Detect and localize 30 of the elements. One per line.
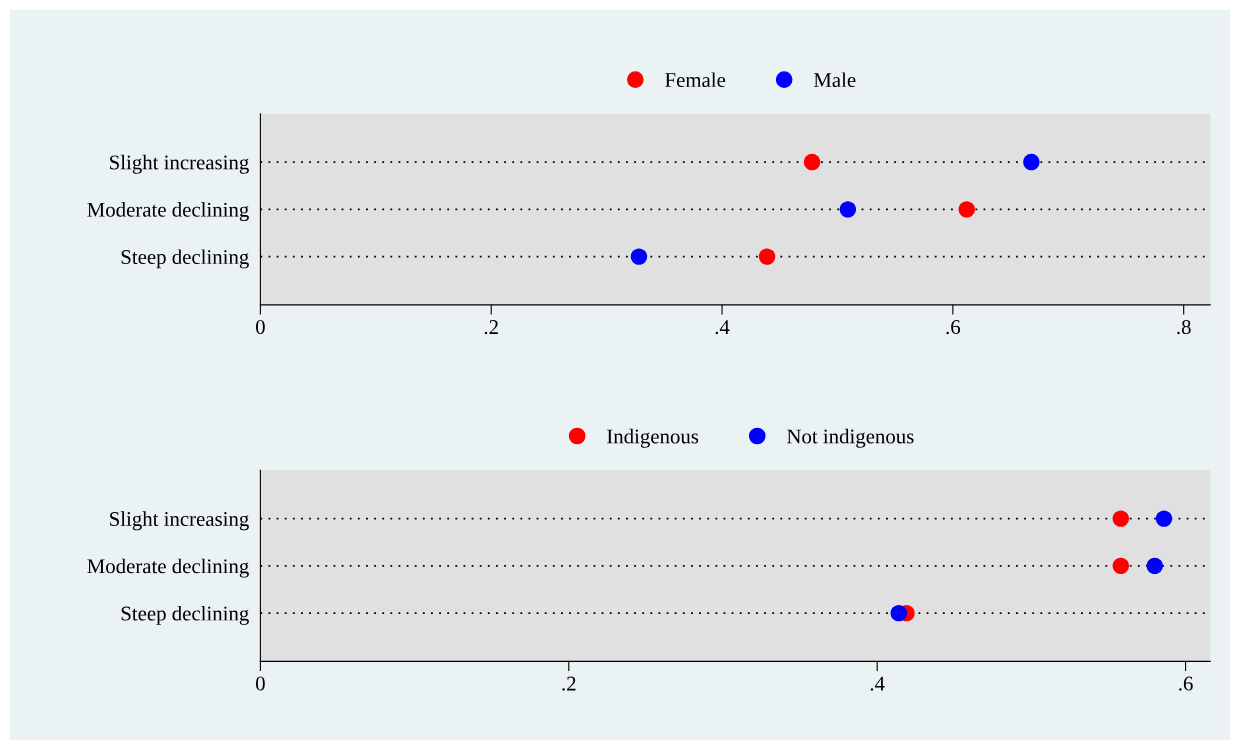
y-tick-label: Slight increasing (110, 511, 249, 531)
x-tick-label: .4 (715, 320, 730, 335)
point (890, 604, 907, 622)
x-tick-label: .2 (562, 676, 576, 691)
y-tick-label: Steep declining (121, 249, 249, 269)
point (839, 201, 857, 218)
x-tick-label: 0 (255, 320, 265, 335)
point (1023, 153, 1040, 171)
point (1112, 510, 1130, 527)
legend-label: Female (665, 72, 726, 88)
point (958, 201, 975, 218)
x-tick-label: .2 (484, 320, 498, 335)
legend-label: Indigenous (607, 428, 699, 448)
point (1155, 510, 1173, 527)
y-tick-label: Steep declining (121, 605, 249, 625)
y-tick-label: Slight increasing (110, 154, 249, 174)
legend-label: Male (813, 72, 856, 88)
point (630, 248, 648, 265)
x-tick-label: 0 (255, 676, 265, 691)
x-tick-label: .4 (870, 676, 885, 691)
y-tick-label: Moderate declining (87, 558, 249, 578)
point (1146, 557, 1163, 575)
point (1112, 557, 1130, 575)
legend-label: Not indigenous (787, 428, 914, 448)
point (803, 153, 821, 171)
x-tick-label: .6 (946, 320, 961, 335)
x-tick-label: .8 (1177, 320, 1191, 335)
x-tick-label: .6 (1179, 676, 1193, 691)
point (758, 248, 776, 265)
y-tick-label: Moderate declining (87, 202, 249, 222)
